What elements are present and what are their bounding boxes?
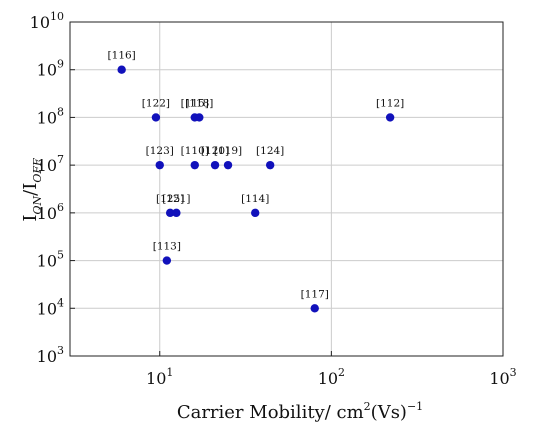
- point-labels: [116] [122] [115][118] [112] [123] [110][120]…: [108, 50, 405, 301]
- x-axis-label: Carrier Mobility/ cm2(Vs)−1: [177, 400, 423, 423]
- plot-frame: [69, 21, 504, 357]
- y-axis-label: ION/IOFF: [20, 158, 44, 222]
- data-point-label: [110]: [181, 145, 209, 157]
- data-point-label: [119]: [214, 145, 242, 157]
- data-point: [151, 113, 161, 122]
- data-point-label: [112]: [376, 97, 404, 109]
- y-tick-label: 103: [37, 344, 64, 366]
- data-point: [195, 113, 204, 122]
- data-point-label: [120]: [201, 145, 229, 157]
- data-point: [165, 208, 175, 218]
- x-tick-label: 101: [146, 366, 173, 388]
- data-points: [117, 65, 395, 313]
- data-point: [265, 160, 275, 170]
- data-point-label: [115]: [181, 97, 209, 109]
- data-point: [162, 256, 172, 265]
- data-point: [155, 160, 164, 170]
- data-point-label: [123]: [146, 145, 174, 157]
- y-tick-label: 107: [37, 153, 64, 175]
- x-axis-ticks: 101 102 103: [146, 351, 517, 388]
- data-point: [190, 160, 199, 170]
- data-point: [385, 113, 395, 122]
- data-point-label: [113]: [153, 241, 181, 253]
- data-point-label: [117]: [301, 288, 329, 300]
- data-point-label: [124]: [256, 145, 284, 157]
- data-point-label: [118]: [185, 97, 213, 109]
- data-point-label: [125]: [156, 193, 184, 205]
- grid-lines: [70, 22, 503, 356]
- x-tick-label: 103: [489, 366, 516, 388]
- y-tick-label: 109: [37, 58, 64, 80]
- y-tick-label: 105: [37, 249, 64, 271]
- data-point-label: [121]: [162, 193, 190, 205]
- data-point: [251, 208, 260, 218]
- y-tick-label: 108: [37, 105, 64, 127]
- data-point: [172, 208, 181, 218]
- x-tick-label: 102: [318, 366, 345, 388]
- data-point: [223, 160, 233, 170]
- data-point: [117, 65, 126, 74]
- data-point-label: [114]: [241, 193, 269, 205]
- data-point: [210, 160, 220, 170]
- data-point-label: [116]: [108, 50, 136, 62]
- data-point: [310, 304, 319, 313]
- data-point-label: [122]: [142, 97, 170, 109]
- y-tick-label: 104: [37, 296, 64, 318]
- y-axis-ticks: 103 104 105 106 107 108 109 1010: [30, 10, 75, 366]
- y-tick-label: 1010: [30, 10, 64, 32]
- y-tick-label: 106: [37, 201, 64, 223]
